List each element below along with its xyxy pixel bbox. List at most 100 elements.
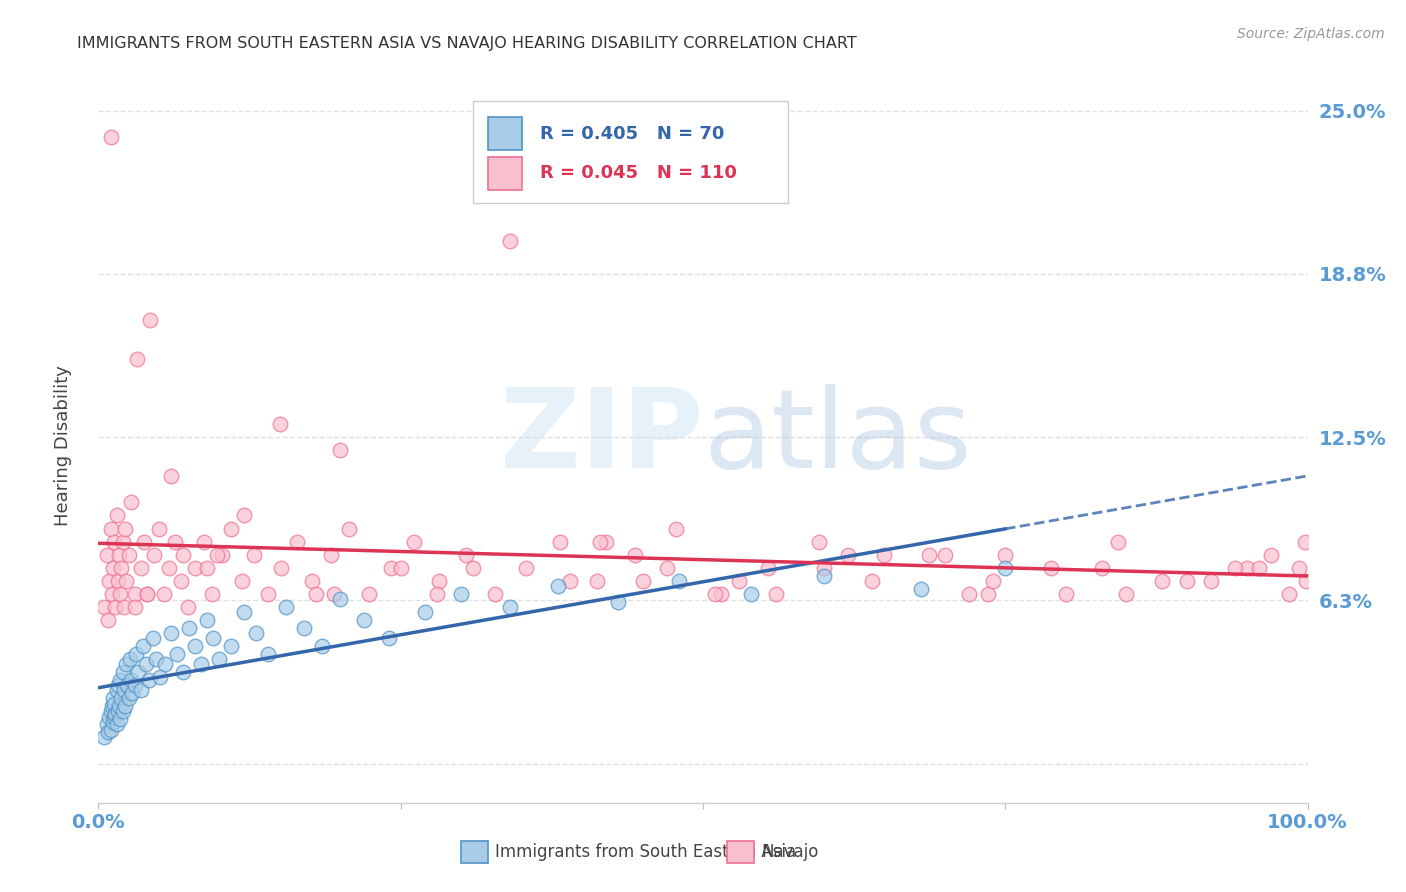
Point — [117, 678, 139, 692]
Point — [1236, 560, 1258, 574]
Point — [138, 673, 160, 687]
Point — [107, 705, 129, 719]
Point — [1199, 574, 1222, 588]
Point — [232, 605, 254, 619]
Point — [112, 683, 135, 698]
Point — [323, 587, 346, 601]
Point — [232, 508, 254, 523]
Point — [96, 717, 118, 731]
Point — [96, 548, 118, 562]
Point — [104, 706, 127, 721]
Point — [205, 548, 228, 562]
Point — [118, 548, 141, 562]
Point — [100, 705, 122, 719]
Point — [429, 574, 451, 588]
Point — [169, 574, 191, 588]
Point — [152, 587, 174, 601]
Point — [1278, 587, 1301, 601]
Point — [184, 560, 207, 574]
Point — [111, 534, 134, 549]
Point — [112, 599, 135, 614]
Bar — [474, 101, 787, 203]
Point — [110, 691, 132, 706]
Point — [1295, 574, 1317, 588]
Point — [359, 587, 381, 601]
Point — [380, 560, 402, 574]
Point — [120, 495, 142, 509]
Point — [100, 723, 122, 737]
Point — [202, 632, 225, 646]
Point — [124, 678, 146, 692]
Point — [115, 574, 138, 588]
Point — [547, 579, 569, 593]
Point — [607, 594, 630, 608]
Point — [190, 657, 212, 672]
Point — [153, 657, 176, 672]
Point — [329, 443, 352, 458]
Point — [103, 697, 125, 711]
Point — [120, 673, 142, 687]
Point — [221, 521, 243, 535]
Point — [377, 632, 399, 646]
Point — [129, 560, 152, 574]
Point — [101, 714, 124, 729]
Point — [221, 639, 243, 653]
Point — [105, 683, 128, 698]
Point — [1175, 574, 1198, 588]
Point — [624, 548, 647, 562]
Point — [172, 665, 194, 680]
Point — [108, 699, 131, 714]
Point — [108, 587, 131, 601]
Point — [389, 560, 412, 574]
Point — [108, 673, 131, 687]
Point — [211, 548, 233, 562]
Point — [1040, 560, 1063, 574]
Point — [105, 508, 128, 523]
Point — [595, 534, 617, 549]
Point — [100, 699, 122, 714]
Point — [101, 691, 124, 706]
Point — [103, 534, 125, 549]
Point — [305, 587, 328, 601]
Point — [631, 574, 654, 588]
Point — [114, 699, 136, 714]
Point — [977, 587, 1000, 601]
Point — [918, 548, 941, 562]
Point — [103, 709, 125, 723]
Point — [311, 639, 333, 653]
Point — [100, 521, 122, 535]
Point — [1054, 587, 1077, 601]
Point — [127, 665, 149, 680]
Point — [179, 621, 201, 635]
Point — [1091, 560, 1114, 574]
Text: Navajo: Navajo — [761, 843, 818, 861]
Point — [413, 605, 436, 619]
Text: IMMIGRANTS FROM SOUTH EASTERN ASIA VS NAVAJO HEARING DISABILITY CORRELATION CHAR: IMMIGRANTS FROM SOUTH EASTERN ASIA VS NA… — [77, 36, 858, 51]
Point — [172, 548, 194, 562]
Point — [813, 568, 835, 582]
Point — [1249, 560, 1271, 574]
Point — [160, 469, 183, 483]
Point — [98, 709, 121, 723]
Point — [450, 587, 472, 601]
Point — [124, 587, 146, 601]
Point — [756, 560, 779, 574]
Point — [860, 574, 883, 588]
Point — [710, 587, 733, 601]
Point — [145, 652, 167, 666]
Point — [550, 534, 572, 549]
Point — [132, 639, 155, 653]
Point — [1294, 534, 1316, 549]
Point — [498, 234, 520, 248]
Point — [728, 574, 751, 588]
Text: R = 0.405   N = 70: R = 0.405 N = 70 — [540, 125, 724, 143]
Point — [105, 717, 128, 731]
Point — [1260, 548, 1282, 562]
Point — [107, 574, 129, 588]
Point — [994, 560, 1017, 574]
Point — [148, 521, 170, 535]
Point — [454, 548, 477, 562]
Point — [135, 657, 157, 672]
Point — [107, 678, 129, 692]
Point — [98, 574, 121, 588]
